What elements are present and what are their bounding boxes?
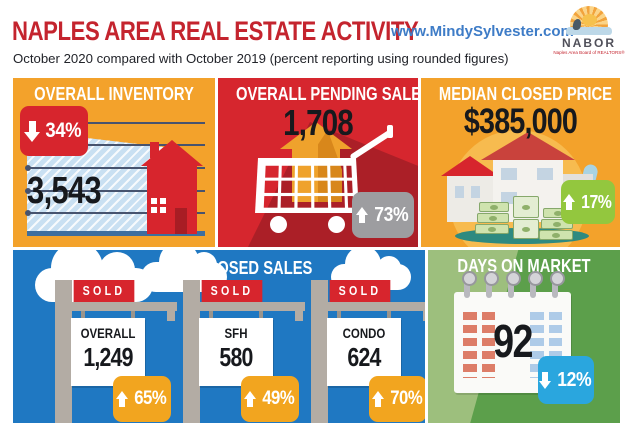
inventory-value: 3,543 — [27, 170, 102, 212]
cloud-icon — [331, 250, 411, 290]
binder-ring-icon — [549, 271, 565, 298]
down-arrow-icon — [538, 372, 552, 389]
cloud-icon — [141, 250, 227, 292]
up-arrow-icon — [115, 390, 129, 408]
website-link[interactable]: www.MindySylvester.com — [391, 23, 574, 40]
sold-plate: SOLD — [73, 280, 135, 302]
median-price-panel: MEDIAN CLOSED PRICE $385,000 17% — [421, 78, 620, 247]
sign-label: OVERALL — [80, 325, 136, 341]
up-arrow-icon — [562, 193, 576, 211]
panel-title: OVERALL INVENTORY — [34, 84, 194, 104]
house-icon — [141, 140, 203, 234]
grid-line — [25, 165, 205, 171]
panel-title: OVERALL PENDING SALES — [236, 84, 418, 104]
median-price-value: $385,000 — [463, 102, 578, 141]
window-icon — [151, 198, 166, 213]
sold-sign-overall: SOLD OVERALL 1,249 65% — [41, 250, 191, 423]
sign-value: 1,249 — [83, 342, 133, 372]
up-arrow-icon — [355, 206, 369, 224]
panel-title: CLOSED SALES — [197, 258, 313, 278]
binder-ring-icon — [483, 271, 499, 298]
sold-plate: SOLD — [201, 280, 263, 302]
up-arrow-icon — [243, 390, 257, 408]
sun-icon — [566, 5, 612, 35]
sold-sign-sfh: SOLD SFH 580 49% — [169, 250, 319, 423]
door-icon — [175, 208, 187, 234]
cart-wheel-icon — [270, 216, 287, 233]
cart-wheel-icon — [328, 216, 345, 233]
sign-value: 580 — [219, 342, 253, 372]
closed-overall-change-badge: 65% — [113, 376, 171, 422]
days-change-badge: 12% — [538, 356, 594, 404]
grid-line — [25, 210, 205, 216]
sign-post — [55, 280, 72, 423]
binder-ring-icon — [527, 271, 543, 298]
calendar-cells-left — [463, 312, 495, 378]
sign-post — [183, 280, 200, 423]
money-stack-icon — [479, 202, 509, 212]
sign-board: SFH 580 — [199, 318, 273, 386]
sign-label: CONDO — [342, 325, 386, 341]
wave-icon — [566, 27, 612, 35]
calendar-icon: 92 — [454, 271, 571, 393]
sign-board: CONDO 624 — [327, 318, 401, 386]
days-value: 92 — [493, 315, 533, 367]
pending-sales-value: 1,708 — [283, 102, 354, 143]
panel-title: MEDIAN CLOSED PRICE — [438, 84, 612, 104]
sold-sign-condo: SOLD CONDO 624 70% — [297, 250, 425, 423]
median-price-change-badge: 17% — [561, 180, 615, 224]
overall-inventory-panel: OVERALL INVENTORY 3,543 34% — [13, 78, 215, 247]
sign-post — [311, 280, 328, 423]
sign-value: 624 — [347, 342, 381, 372]
sign-label: SFH — [224, 325, 248, 341]
binder-ring-icon — [461, 271, 477, 298]
house-money-icon — [441, 132, 605, 244]
sold-plate: SOLD — [329, 280, 391, 302]
days-on-market-panel: DAYS ON MARKET 92 12% — [428, 250, 620, 423]
closed-sfh-change-badge: 49% — [241, 376, 299, 422]
inventory-change-badge: 34% — [20, 106, 88, 156]
down-arrow-icon — [24, 121, 41, 142]
page-title: NAPLES AREA REAL ESTATE ACTIVITY — [12, 16, 419, 46]
pending-sales-panel: OVERALL PENDING SALES 1,708 73% — [218, 78, 418, 247]
up-arrow-icon — [371, 390, 385, 408]
pending-sales-change-badge: 73% — [352, 192, 414, 238]
grid-line — [25, 188, 205, 194]
nabor-logo: NABOR Naples Area Board of REALTORS® — [552, 5, 626, 71]
closed-sales-panel: CLOSED SALES SOLD OVERALL 1,249 65% SOLD — [13, 250, 425, 423]
closed-condo-change-badge: 70% — [369, 376, 425, 422]
nabor-logo-tagline: Naples Area Board of REALTORS® — [553, 50, 625, 55]
shopping-cart-icon — [255, 158, 359, 214]
chart-baseline — [27, 231, 205, 236]
sign-board: OVERALL 1,249 — [71, 318, 145, 386]
subtitle: October 2020 compared with October 2019 … — [13, 51, 509, 66]
binder-ring-icon — [505, 271, 521, 298]
nabor-logo-name: NABOR — [562, 36, 616, 50]
